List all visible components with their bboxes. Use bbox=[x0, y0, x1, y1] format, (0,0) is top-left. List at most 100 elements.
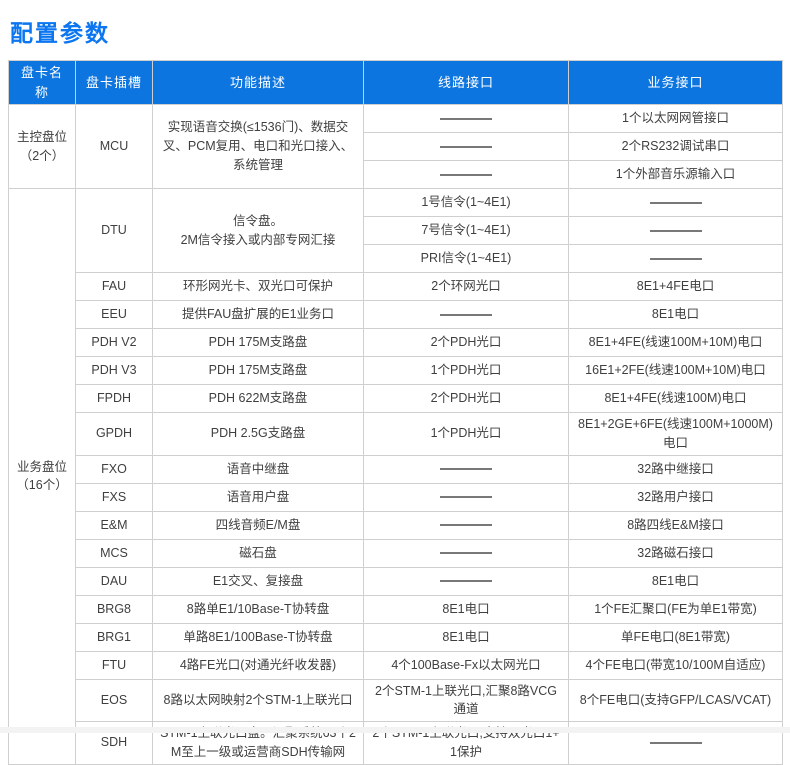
section-name: 业务盘位 bbox=[16, 459, 67, 474]
line-interface-cell: 2个STM-1上联光口,汇聚8路VCG通道 bbox=[363, 678, 569, 722]
line-interface-cell: 4个100Base-Fx以太网光口 bbox=[363, 650, 569, 680]
line-interface-cell bbox=[363, 132, 569, 161]
service-interface-cell bbox=[568, 244, 783, 273]
page-title: 配置参数 bbox=[10, 20, 110, 46]
header-function-desc: 功能描述 bbox=[152, 60, 364, 105]
service-interface-cell: 4个FE电口(带宽10/100M自适应) bbox=[568, 650, 783, 680]
slot-cell: DAU bbox=[75, 566, 153, 596]
dash-icon bbox=[440, 117, 492, 120]
section-cell: 主控盘位 （2个） bbox=[8, 104, 76, 189]
dash-icon bbox=[440, 552, 492, 555]
slot-cell: FPDH bbox=[75, 384, 153, 413]
dash-icon bbox=[440, 468, 492, 471]
table-row: 7号信令(1~4E1) bbox=[9, 216, 783, 245]
table-header-row: 盘卡名称 盘卡插槽 功能描述 线路接口 业务接口 bbox=[8, 60, 783, 105]
table-row: 主控盘位 （2个） MCU 实现语音交换(≤1536门)、数据交叉、PCM复用、电口和… bbox=[8, 104, 783, 189]
desc-cell: PDH 175M支路盘 bbox=[152, 328, 364, 357]
slot-cell: EOS bbox=[75, 678, 153, 722]
line-interface-cell: 2个PDH光口 bbox=[363, 328, 569, 357]
service-interface-cell: 32路磁石接口 bbox=[568, 538, 783, 568]
table-row: MCS 磁石盘 32路磁石接口 bbox=[9, 538, 783, 568]
header-card-slot: 盘卡插槽 bbox=[75, 60, 153, 105]
desc-cell: 8路以太网映射2个STM-1上联光口 bbox=[152, 678, 364, 722]
line-interface-cell bbox=[363, 300, 569, 329]
slot-cell: BRG1 bbox=[75, 622, 153, 652]
service-interface-cell: 32路用户接口 bbox=[568, 482, 783, 512]
service-interface-cell: 8E1电口 bbox=[568, 300, 783, 329]
desc-cell: 语音中继盘 bbox=[152, 454, 364, 484]
section-count: （2个） bbox=[19, 148, 65, 163]
service-interface-cell: 1个以太网网管接口 bbox=[568, 104, 783, 133]
line-interface-cell bbox=[363, 510, 569, 540]
config-spec-table: 盘卡名称 盘卡插槽 功能描述 线路接口 业务接口 主控盘位 （2个） MCU 实现语音… bbox=[8, 60, 783, 765]
dash-icon bbox=[649, 742, 702, 745]
service-interface-cell: 8E1+4FE(线速100M)电口 bbox=[568, 384, 783, 413]
desc-cell: 信令盘。 2M信令接入或内部专网汇接 bbox=[152, 188, 364, 273]
dash-icon bbox=[440, 313, 492, 316]
header-line-interface: 线路接口 bbox=[363, 60, 569, 105]
slot-cell: EEU bbox=[75, 300, 153, 329]
service-interface-cell: 8E1+2GE+6FE(线速100M+1000M)电口 bbox=[568, 412, 783, 456]
service-interface-cell: 8E1电口 bbox=[568, 566, 783, 596]
service-interface-cell: 8路四线E&M接口 bbox=[568, 510, 783, 540]
slot-cell: FXS bbox=[75, 482, 153, 512]
service-interface-cell: 8E1+4FE电口 bbox=[568, 272, 783, 301]
line-interface-cell: 7号信令(1~4E1) bbox=[363, 216, 569, 245]
spec-table-body: 主控盘位 （2个） MCU 实现语音交换(≤1536门)、数据交叉、PCM复用、电口和… bbox=[8, 104, 783, 765]
slot-cell: FTU bbox=[75, 650, 153, 680]
dash-icon bbox=[440, 145, 492, 148]
desc-cell: 实现语音交换(≤1536门)、数据交叉、PCM复用、电口和光口接入、系统管理 bbox=[152, 104, 364, 189]
table-row: PDH V3 PDH 175M支路盘 1个PDH光口 16E1+2FE(线速100M+… bbox=[9, 356, 783, 385]
service-interface-cell bbox=[568, 188, 783, 217]
desc-cell: 语音用户盘 bbox=[152, 482, 364, 512]
table-row: GPDH PDH 2.5G支路盘 1个PDH光口 8E1+2GE+6FE(线速100M… bbox=[9, 412, 783, 456]
line-interface-cell bbox=[363, 454, 569, 484]
table-row: BRG8 8路单E1/10Base-T协转盘 8E1电口 1个FE汇聚口(FE为单E1… bbox=[9, 594, 783, 624]
table-row: E&M 四线音频E/M盘 8路四线E&M接口 bbox=[9, 510, 783, 540]
page-footer-strip bbox=[0, 727, 790, 733]
service-interface-cell: 8E1+4FE(线速100M+10M)电口 bbox=[568, 328, 783, 357]
dash-icon bbox=[440, 580, 492, 583]
header-card-name: 盘卡名称 bbox=[8, 60, 76, 105]
desc-cell: 单路8E1/100Base-T协转盘 bbox=[152, 622, 364, 652]
slot-cell: GPDH bbox=[75, 412, 153, 456]
slot-cell: DTU bbox=[75, 188, 153, 273]
service-interface-cell: 1个外部音乐源输入口 bbox=[568, 160, 783, 189]
line-interface-cell bbox=[363, 482, 569, 512]
desc-cell: E1交叉、复接盘 bbox=[152, 566, 364, 596]
desc-cell: 环形网光卡、双光口可保护 bbox=[152, 272, 364, 301]
table-row: PDH V2 PDH 175M支路盘 2个PDH光口 8E1+4FE(线速100M+1… bbox=[9, 328, 783, 357]
slot-cell: MCU bbox=[75, 104, 153, 189]
table-row: 1个外部音乐源输入口 bbox=[9, 160, 783, 189]
line-interface-cell: PRI信令(1~4E1) bbox=[363, 244, 569, 273]
line-interface-cell: 1个PDH光口 bbox=[363, 356, 569, 385]
dash-icon bbox=[440, 524, 492, 527]
desc-cell: 磁石盘 bbox=[152, 538, 364, 568]
line-interface-cell: 2个PDH光口 bbox=[363, 384, 569, 413]
table-row: FPDH PDH 622M支路盘 2个PDH光口 8E1+4FE(线速100M)电口 bbox=[9, 384, 783, 413]
line-interface-cell bbox=[363, 538, 569, 568]
table-row: FXS 语音用户盘 32路用户接口 bbox=[9, 482, 783, 512]
dash-icon bbox=[440, 496, 492, 499]
desc-cell: 8路单E1/10Base-T协转盘 bbox=[152, 594, 364, 624]
table-row: FAU 环形网光卡、双光口可保护 2个环网光口 8E1+4FE电口 bbox=[9, 272, 783, 301]
table-row: FXO 语音中继盘 32路中继接口 bbox=[9, 454, 783, 484]
line-interface-cell: 1号信令(1~4E1) bbox=[363, 188, 569, 217]
dash-icon bbox=[649, 201, 702, 204]
line-interface-cell bbox=[363, 566, 569, 596]
line-interface-cell: 1个PDH光口 bbox=[363, 412, 569, 456]
table-row: DAU E1交叉、复接盘 8E1电口 bbox=[9, 566, 783, 596]
desc-cell: 4路FE光口(对通光纤收发器) bbox=[152, 650, 364, 680]
slot-cell: FXO bbox=[75, 454, 153, 484]
service-interface-cell: 8个FE电口(支持GFP/LCAS/VCAT) bbox=[568, 678, 783, 722]
line-interface-cell: 8E1电口 bbox=[363, 622, 569, 652]
section-count: （16个） bbox=[16, 478, 68, 493]
dash-icon bbox=[440, 173, 492, 176]
service-interface-cell: 单FE电口(8E1带宽) bbox=[568, 622, 783, 652]
service-interface-cell bbox=[568, 216, 783, 245]
service-interface-cell: 32路中继接口 bbox=[568, 454, 783, 484]
section-cell: 业务盘位 （16个） bbox=[8, 188, 76, 765]
line-interface-cell bbox=[363, 104, 569, 133]
slot-cell: E&M bbox=[75, 510, 153, 540]
dash-icon bbox=[649, 257, 702, 260]
